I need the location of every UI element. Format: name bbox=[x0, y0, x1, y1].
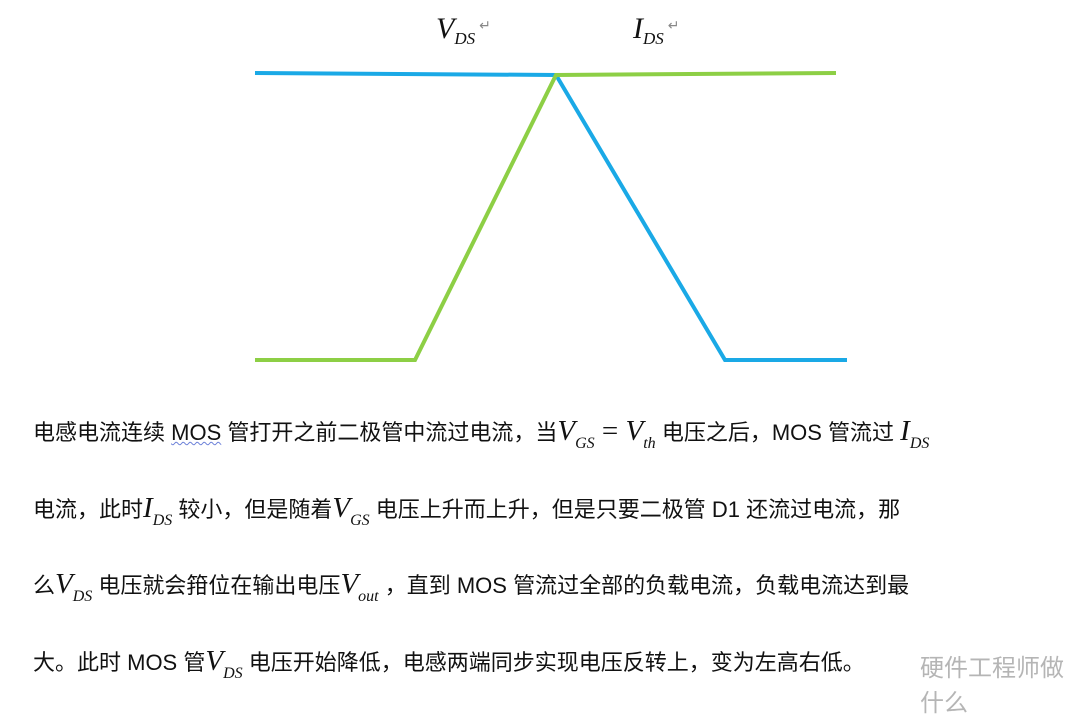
ids-label: IDS↵ bbox=[633, 12, 680, 48]
vds-waveform bbox=[254, 71, 847, 362]
paragraph-line-2: 电流，此时IDS 较小，但是随着VGS 电压上升而上升，但是只要二极管 D1 还… bbox=[33, 492, 901, 529]
vds-label: VDS↵ bbox=[436, 12, 491, 48]
paragraph-line-3: 么VDS 电压就会箝位在输出电压Vout ，直到 MOS 管流过全部的负载电流，… bbox=[33, 568, 910, 605]
paragraph-line-1: 电感电流连续 MOS 管打开之前二极管中流过电流，当VGS = Vth 电压之后… bbox=[33, 415, 930, 452]
waveform-diagram bbox=[254, 71, 847, 362]
watermark: 硬件工程师做什么 bbox=[920, 655, 1064, 717]
ids-waveform bbox=[255, 71, 837, 362]
paragraph-line-4: 大。此时 MOS 管VDS 电压开始降低，电感两端同步实现电压反转上，变为左高右… bbox=[33, 645, 865, 682]
